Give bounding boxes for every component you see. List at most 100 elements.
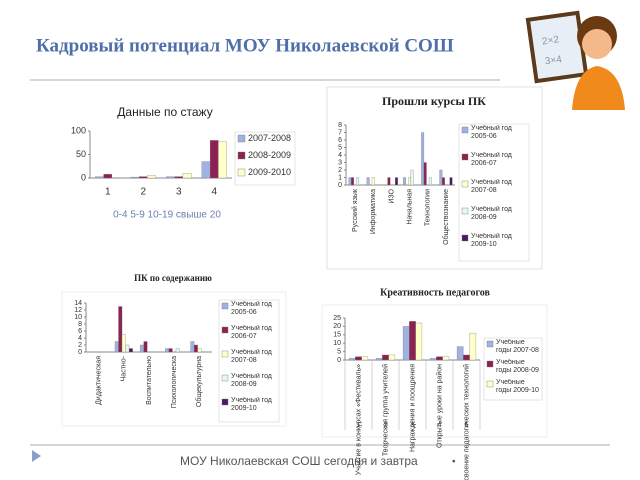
category-number: 4 — [438, 422, 442, 429]
x-tick-label: Общекультурна — [195, 356, 203, 407]
legend-entry: 2007-2008 — [248, 133, 292, 143]
x-axis-label: 0-4 5-9 10-19 свыше 20 — [113, 210, 221, 221]
legend-swatch — [461, 180, 469, 188]
bar — [415, 322, 423, 361]
bar — [130, 176, 140, 179]
legend-entry: Учебный год 2009-10 — [231, 397, 272, 412]
legend-entry: Учебные годы 2009-10 — [496, 379, 539, 394]
x-tick-label: Обществознание — [442, 189, 450, 245]
bar — [201, 161, 211, 179]
legend-entry: Учебный год 2008-09 — [471, 206, 512, 221]
x-tick-label: 3 — [176, 187, 182, 198]
bar — [436, 356, 443, 361]
y-tick-label: 0 — [78, 349, 82, 356]
x-tick-label: Технологии — [425, 189, 432, 226]
legend-label: 2009-2010 — [248, 167, 292, 177]
category-number: 2 — [384, 422, 388, 429]
bar — [371, 177, 375, 186]
bar — [168, 348, 173, 353]
legend-entry: Учебные годы 2008-09 — [496, 359, 539, 374]
x-tick-label: Дидактическая — [95, 356, 102, 405]
y-tick-label: 0 — [81, 172, 86, 182]
bar — [121, 334, 126, 353]
bar — [442, 356, 450, 361]
bar — [355, 356, 362, 361]
y-tick-label: 100 — [71, 125, 86, 135]
legend-box — [218, 299, 280, 423]
legend-label: Учебный год 2005-06 — [231, 301, 272, 316]
legend-entry: Учебный год 2006-07 — [231, 325, 272, 340]
bar — [95, 176, 104, 179]
bar — [140, 344, 144, 353]
legend-label: Учебный год 2005-06 — [471, 125, 512, 140]
bar — [387, 177, 391, 186]
legend-entry: Учебные годы 2007-08 — [496, 339, 539, 354]
y-tick-label: 12 — [74, 307, 82, 314]
x-tick-label: Информатика — [370, 189, 377, 234]
legend-swatch — [486, 380, 494, 388]
y-tick-label: 2 — [78, 342, 82, 349]
x-tick-label: 4 — [211, 187, 217, 198]
legend-swatch — [221, 302, 229, 310]
legend-swatch — [461, 153, 469, 161]
y-tick-label: 5 — [338, 144, 342, 151]
bar — [388, 354, 396, 361]
y-tick-label: 3 — [338, 159, 342, 166]
x-tick-label: Участие в конкурсах «Фестиваль» — [355, 364, 362, 475]
legend-label: 2007-2008 — [248, 133, 292, 143]
category-number: 3 — [411, 422, 415, 429]
legend-swatch — [461, 207, 469, 215]
bar — [348, 358, 356, 361]
category-number: 1 — [357, 422, 361, 429]
bar — [182, 173, 192, 179]
bar — [197, 348, 202, 353]
slide-title: Кадровый потенциал МОУ Николаевской СОШ — [36, 35, 454, 56]
chart-title: Прошли курсы ПК — [382, 94, 486, 108]
legend-box — [458, 123, 530, 262]
legend-swatch — [461, 234, 469, 242]
bar — [147, 175, 156, 179]
bar — [218, 141, 227, 179]
legend-label: Учебный год 2009-10 — [471, 233, 512, 248]
legend-entry: Учебный год 2007-08 — [471, 179, 512, 194]
x-tick-label: 2 — [140, 187, 146, 198]
bar — [439, 169, 443, 186]
legend-swatch — [486, 340, 494, 348]
legend-entry: Учебный год 2005-06 — [471, 125, 512, 140]
legend-entry: 2008-2009 — [248, 150, 292, 160]
bar — [421, 132, 425, 186]
y-tick-label: 2 — [338, 167, 342, 174]
legend-label: 2008-2009 — [248, 150, 292, 160]
bar — [118, 306, 123, 353]
bar — [125, 344, 130, 353]
bar — [408, 177, 412, 186]
bar — [165, 348, 170, 353]
x-tick-label: Русский язык — [351, 188, 359, 232]
bar — [456, 346, 464, 361]
bar — [166, 176, 175, 179]
bar — [209, 140, 219, 179]
y-tick-label: 50 — [76, 149, 86, 159]
legend-entry: Учебный год 2006-07 — [471, 152, 512, 167]
legend-entry: Учебный год 2008-09 — [231, 373, 272, 388]
legend-label: Учебный год 2008-09 — [231, 373, 272, 388]
bar — [174, 176, 184, 179]
x-tick-label: Частно- — [121, 355, 128, 381]
bar — [193, 344, 198, 353]
x-tick-label: Освоение педагогических технологий — [462, 364, 470, 480]
legend-swatch — [221, 350, 229, 358]
bar — [409, 321, 416, 361]
chart-title: Креативность педагогов — [380, 287, 490, 298]
legend-label: Учебный год 2007-08 — [231, 349, 272, 364]
chart-title: Данные по стажу — [117, 105, 212, 119]
bar — [143, 341, 148, 353]
svg-text:2×2: 2×2 — [541, 34, 560, 47]
bar — [348, 177, 352, 186]
bar — [175, 348, 180, 353]
legend-label: Учебный год 2006-07 — [231, 325, 272, 340]
legend-label: Учебные годы 2008-09 — [496, 359, 539, 374]
x-tick-label: Воспитательно — [146, 356, 153, 405]
legend-entry: Учебный год 2009-10 — [471, 233, 512, 248]
legend-label: Учебные годы 2007-08 — [496, 339, 539, 354]
